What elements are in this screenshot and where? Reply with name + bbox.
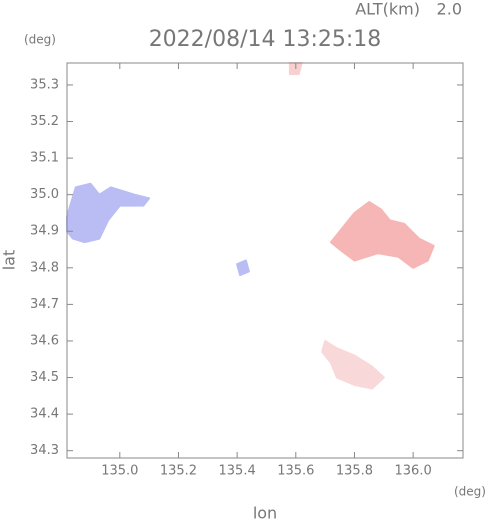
echo-region — [66, 182, 151, 244]
plot-frame — [66, 62, 464, 459]
y-axis-label: lat — [0, 250, 19, 271]
altitude-value: 2.0 — [437, 0, 462, 19]
x-tick-label: 135.2 — [160, 464, 197, 479]
x-tick-label: 135.8 — [336, 464, 373, 479]
x-tick-label: 135.6 — [277, 464, 314, 479]
y-unit: (deg) — [24, 33, 56, 47]
y-tick-label: 34.8 — [30, 260, 59, 275]
y-tick-label: 34.3 — [30, 443, 59, 458]
echo-region — [330, 201, 435, 269]
y-tick-label: 34.4 — [30, 407, 59, 422]
y-tick-label: 35.0 — [30, 187, 59, 202]
y-tick-label: 34.9 — [30, 224, 59, 239]
y-tick-label: 35.2 — [30, 114, 59, 129]
y-tick-label: 34.7 — [30, 297, 59, 312]
y-tick-label: 35.1 — [30, 151, 59, 166]
chart-title: 2022/08/14 13:25:18 — [149, 27, 382, 52]
x-unit: (deg) — [454, 485, 486, 499]
x-tick-label: 135.0 — [101, 464, 138, 479]
y-tick-label: 34.5 — [30, 370, 59, 385]
echo-region — [321, 340, 385, 390]
x-tick-label: 136.0 — [395, 464, 432, 479]
x-axis-label: lon — [253, 504, 277, 521]
y-tick-label: 35.3 — [30, 77, 59, 92]
altitude-label: ALT(km) — [355, 0, 420, 19]
y-tick-label: 34.6 — [30, 333, 59, 348]
x-tick-label: 135.4 — [219, 464, 256, 479]
echo-region — [236, 259, 250, 277]
